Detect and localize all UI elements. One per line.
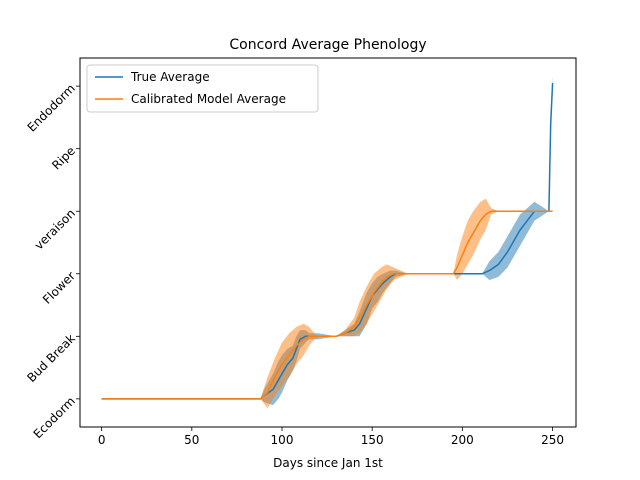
x-axis-label: Days since Jan 1st: [273, 456, 383, 470]
series-line-2: [101, 210, 553, 400]
chart-title: Concord Average Phenology: [229, 37, 426, 53]
legend-label-1: True Average: [130, 70, 210, 84]
plot-frame: [79, 57, 577, 428]
series-lines: [101, 82, 554, 400]
x-tick-label: 150: [361, 433, 384, 447]
legend-label-2: Calibrated Model Average: [131, 92, 286, 106]
legend-box: [86, 64, 319, 113]
x-tick-label: 100: [271, 433, 294, 447]
x-tick-label: 50: [184, 433, 199, 447]
x-tick-label: 0: [98, 433, 106, 447]
x-axis-ticks: 0 50 100 150 200 250: [98, 427, 564, 447]
x-tick-label: 200: [451, 433, 474, 447]
legend: True Average Calibrated Model Average: [86, 64, 319, 113]
x-tick-label: 250: [541, 433, 564, 447]
